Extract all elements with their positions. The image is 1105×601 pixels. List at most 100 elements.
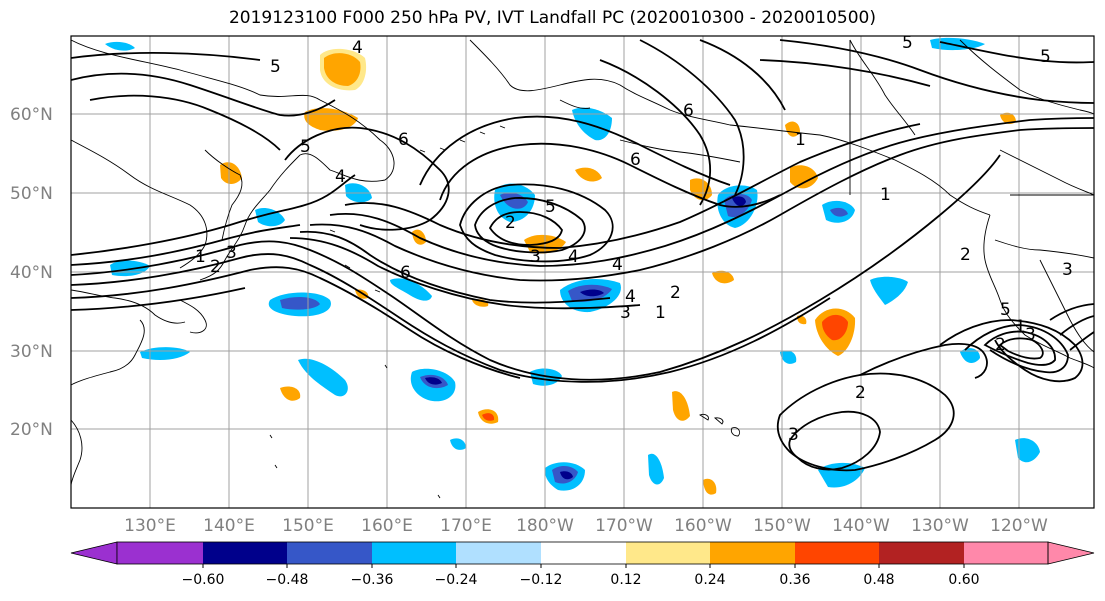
anomaly-region <box>703 478 717 495</box>
anomaly-region <box>690 178 712 201</box>
contour-labels: 1 2 3 4 5 6 2 3 4 5 1 2 3 4 5 6 2 3 1 4 <box>195 33 1073 445</box>
contour-label: 3 <box>788 425 799 445</box>
contour-label: 6 <box>630 150 641 170</box>
colorbar-swatch <box>372 542 456 564</box>
contour-label: 6 <box>683 101 694 121</box>
anomaly-region <box>482 413 495 421</box>
anomaly-region <box>672 391 690 421</box>
lon-label: 160°E <box>361 516 413 536</box>
anomaly-region <box>870 276 908 305</box>
contour-label: 4 <box>352 38 363 58</box>
anomaly-region <box>500 192 528 209</box>
anomaly-region <box>785 121 800 137</box>
contour-label: 1 <box>880 185 891 205</box>
anomaly-region <box>390 278 432 301</box>
anomaly-region <box>1015 438 1040 463</box>
contour-label: 2 <box>670 283 681 303</box>
lat-label: 40°N <box>10 263 53 283</box>
anomaly-region <box>732 196 746 207</box>
colorbar-tick-label: −0.24 <box>435 572 478 588</box>
anomaly-region <box>105 41 135 51</box>
contour-label: 1 <box>795 130 806 150</box>
lat-label: 30°N <box>10 342 53 362</box>
anomaly-region <box>560 471 573 480</box>
lon-label: 140°W <box>832 516 890 536</box>
contour-label: 3 <box>226 243 237 263</box>
colorbar-tick-label: −0.12 <box>520 572 563 588</box>
contour-label: 2 <box>210 257 221 277</box>
map-panel: 1 2 3 4 5 6 2 3 4 5 1 2 3 4 5 6 2 3 1 4 <box>70 33 1095 509</box>
lon-label: 160°W <box>674 516 732 536</box>
lat-label: 60°N <box>10 105 53 125</box>
contour-label: 5 <box>1000 300 1011 320</box>
lon-label: 120°W <box>990 516 1048 536</box>
lat-label: 20°N <box>10 420 53 440</box>
lon-label: 140°E <box>203 516 255 536</box>
anomaly-region <box>1000 112 1016 124</box>
colorbar-tick-label: −0.60 <box>182 572 225 588</box>
colorbar-tick-label: 0.36 <box>779 572 810 588</box>
anomaly-region <box>712 270 734 284</box>
colorbar-tick-label: 0.24 <box>694 572 725 588</box>
contour-label: 5 <box>1040 47 1051 67</box>
contour-label: 3 <box>620 303 631 323</box>
contour-label: 5 <box>902 33 913 53</box>
colorbar-tick-label: −0.36 <box>351 572 394 588</box>
map-border <box>70 35 1095 509</box>
colorbar-border <box>116 541 1049 565</box>
contour-label: 4 <box>625 287 636 307</box>
lon-label: 150°W <box>753 516 811 536</box>
contour-label: 2 <box>995 335 1006 355</box>
colorbar-swatch <box>203 542 287 564</box>
colorbar-swatch <box>541 542 626 564</box>
contour-label: 3 <box>530 247 541 267</box>
longitude-labels: 130°E 140°E 150°E 160°E 170°E 180°W 170°… <box>124 516 1048 536</box>
colorbar-ticks <box>202 564 965 568</box>
anomaly-region <box>450 438 466 450</box>
anomaly-region <box>822 314 848 341</box>
map-title: 2019123100 F000 250 hPa PV, IVT Landfall… <box>228 8 876 28</box>
contour-label: 1 <box>195 247 206 267</box>
contour-label: 5 <box>300 137 311 157</box>
colorbar-tick-label: 0.12 <box>610 572 641 588</box>
anomaly-region <box>298 358 348 397</box>
anomaly-region <box>830 207 848 217</box>
contour-label: 3 <box>1025 325 1036 345</box>
ivt-contours <box>71 39 1094 472</box>
lon-label: 130°E <box>124 516 176 536</box>
contour-label: 6 <box>400 263 411 283</box>
contour-label: 6 <box>398 130 409 150</box>
colorbar-swatch <box>879 542 964 564</box>
contour-label: 4 <box>335 167 346 187</box>
contour-label: 1 <box>1015 317 1026 337</box>
anomaly-region <box>575 167 602 182</box>
contour-label: 2 <box>960 245 971 265</box>
anomaly-region <box>930 37 985 51</box>
anomaly-region <box>960 348 980 363</box>
anomaly-region <box>280 386 301 401</box>
colorbar-swatch <box>117 542 203 564</box>
anomaly-region <box>648 453 664 485</box>
anomaly-region <box>790 165 818 189</box>
colorbar-swatch <box>964 542 1048 564</box>
colorbar-swatch <box>710 542 795 564</box>
colorbar-tick-label: −0.48 <box>266 572 309 588</box>
contour-label: 4 <box>568 247 579 267</box>
contour-label: 5 <box>545 197 556 217</box>
colorbar-swatch <box>287 542 372 564</box>
colorbar-swatch <box>795 542 879 564</box>
contour-label: 3 <box>1062 260 1073 280</box>
contour-label: 2 <box>855 383 866 403</box>
lon-label: 170°W <box>595 516 653 536</box>
anomaly-region <box>425 377 442 385</box>
colorbar-extend-high <box>1047 541 1095 565</box>
lat-label: 50°N <box>10 184 53 204</box>
lon-label: 130°W <box>911 516 969 536</box>
lon-label: 150°E <box>282 516 334 536</box>
anomaly-region <box>220 162 242 184</box>
colorbar-swatch <box>456 542 541 564</box>
anomaly-region <box>280 296 320 310</box>
colorbar-tick-label: 0.60 <box>948 572 979 588</box>
anomaly-region <box>572 107 612 141</box>
